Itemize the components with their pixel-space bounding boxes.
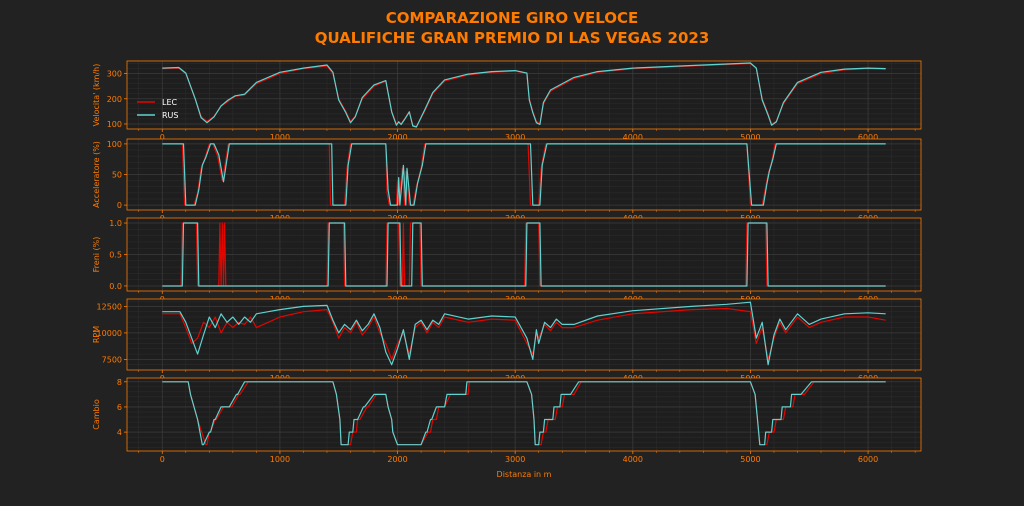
panel-throttle-ylabel: Acceleratore (%) (92, 141, 101, 208)
series-line-rus (162, 222, 886, 287)
panel-gear-frame (126, 377, 922, 452)
y-tick-label: 7500 (102, 355, 122, 364)
y-tick-label: 10000 (97, 329, 122, 338)
panel-rpm-ylabel: RPM (92, 326, 101, 343)
y-tick-label: 8 (117, 378, 122, 387)
series-line-rus (162, 143, 886, 206)
x-tick-label: 1000 (270, 133, 290, 142)
series-line-lec (162, 143, 886, 206)
x-tick-label: 3000 (505, 455, 525, 464)
panel-speed-ylabel: Velocita' (km/h) (92, 64, 101, 127)
x-tick-label: 3000 (505, 133, 525, 142)
x-tick-label: 2000 (387, 455, 407, 464)
panel-throttle: 0501000100020003000400050006000Accelerat… (92, 138, 922, 223)
panel-rpm: 750010000125000100020003000400050006000R… (92, 298, 922, 383)
y-tick-label: 300 (107, 70, 122, 79)
series-line-rus (162, 381, 886, 446)
series-line-rus (162, 62, 886, 128)
y-tick-label: 50 (112, 171, 122, 180)
panel-throttle-frame (126, 138, 922, 211)
y-tick-label: 6 (117, 403, 122, 412)
panel-brake-frame (126, 217, 922, 292)
chart-title: COMPARAZIONE GIRO VELOCE (386, 9, 639, 27)
panel-brake-ylabel: Freni (%) (92, 237, 101, 273)
x-tick-label: 4000 (623, 133, 643, 142)
chart-subtitle: QUALIFICHE GRAN PREMIO DI LAS VEGAS 2023 (315, 29, 710, 47)
series-line-rus (162, 301, 886, 366)
panel-brake: 0.00.51.00100020003000400050006000Freni … (92, 217, 922, 304)
panel-gear-ylabel: Cambio (92, 399, 101, 430)
panel-gear-background (127, 378, 921, 451)
x-tick-label: 0 (160, 455, 165, 464)
y-tick-label: 4 (117, 428, 122, 437)
panel-speed-frame (126, 60, 922, 130)
x-tick-label: 4000 (623, 455, 643, 464)
x-tick-label: 6000 (858, 133, 878, 142)
x-axis-label: Distanza in m (497, 470, 552, 479)
x-tick-label: 5000 (740, 133, 760, 142)
legend-label-rus: RUS (162, 111, 179, 120)
y-tick-label: 200 (107, 95, 122, 104)
x-tick-label: 0 (160, 133, 165, 142)
x-tick-label: 1000 (270, 455, 290, 464)
legend: LEC RUS (137, 98, 179, 120)
y-tick-label: 1.0 (109, 219, 122, 228)
y-tick-label: 0 (117, 201, 122, 210)
x-tick-label: 6000 (858, 455, 878, 464)
y-tick-label: 0.0 (109, 282, 122, 291)
panel-rpm-background (127, 299, 921, 370)
panel-gear: 4 6 8 0 1000 2000 3000 4000 5000 6000 Cambio (92, 377, 922, 464)
y-tick-label: 100 (107, 140, 122, 149)
x-tick-label: 5000 (740, 455, 760, 464)
legend-label-lec: LEC (162, 98, 178, 107)
panel-rpm-frame (126, 298, 922, 371)
y-tick-label: 100 (107, 120, 122, 129)
y-tick-label: 12500 (97, 302, 122, 311)
y-tick-label: 0.5 (109, 251, 122, 260)
x-tick-label: 2000 (387, 133, 407, 142)
